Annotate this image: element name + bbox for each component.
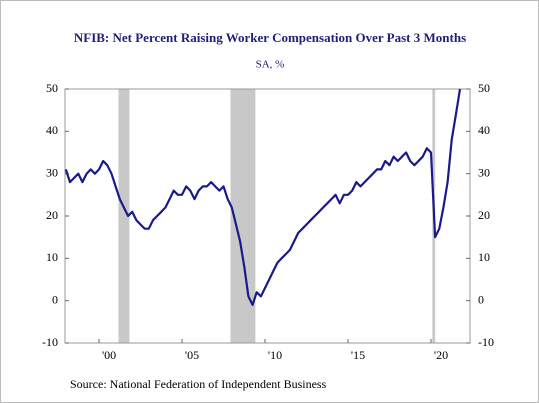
chart-subtitle: SA, % xyxy=(256,59,285,71)
data-line xyxy=(64,88,462,306)
y2-tick-label: 40 xyxy=(478,123,490,137)
y2-tick-label: 0 xyxy=(478,292,484,306)
y-tick-label: 10 xyxy=(46,250,58,264)
source: Source: National Federation of Independe… xyxy=(70,377,327,391)
y-tick-label: 20 xyxy=(46,208,58,222)
x-tick-label: '15 xyxy=(351,348,365,362)
y-tick-label: 50 xyxy=(46,81,58,95)
chart-title: NFIB: Net Percent Raising Worker Compens… xyxy=(74,30,466,45)
x-tick-label: '10 xyxy=(268,348,282,362)
y2-tick-label: 50 xyxy=(478,81,490,95)
x-tick-label: '20 xyxy=(434,348,448,362)
y2-tick-label: -10 xyxy=(478,335,494,349)
y-tick-label: 0 xyxy=(52,292,58,306)
y-tick-label: -10 xyxy=(42,335,58,349)
y-tick-label: 40 xyxy=(46,123,58,137)
x-tick-label: '00 xyxy=(102,348,116,362)
y2-tick-label: 30 xyxy=(478,165,490,179)
x-tick-label: '05 xyxy=(185,348,199,362)
y2-tick-label: 10 xyxy=(478,250,490,264)
y2-tick-label: 20 xyxy=(478,208,490,222)
y-tick-label: 30 xyxy=(46,165,58,179)
recession-band xyxy=(118,89,130,343)
